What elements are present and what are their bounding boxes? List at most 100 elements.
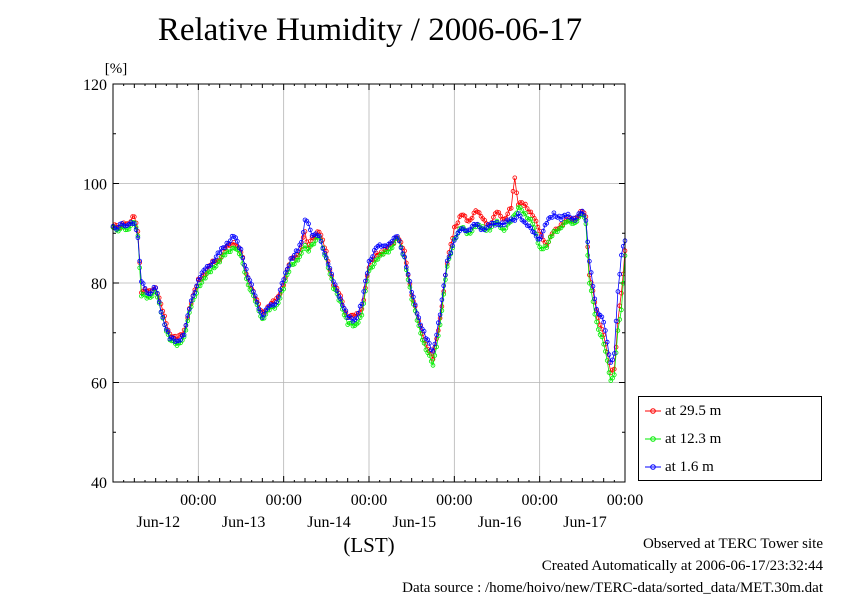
chart-title: Relative Humidity / 2006-06-17 <box>157 12 583 48</box>
data-point <box>228 238 233 244</box>
data-point <box>355 310 361 316</box>
data-point <box>398 245 404 251</box>
data-point <box>242 262 247 268</box>
y-tick-label: 40 <box>91 475 107 492</box>
x-tick-day-label: Jun-12 <box>137 514 181 531</box>
data-point <box>601 341 606 347</box>
data-point <box>299 251 304 256</box>
data-point <box>132 214 137 220</box>
data-point <box>549 233 555 239</box>
data-point <box>435 328 441 333</box>
data-point <box>528 225 534 231</box>
data-point <box>299 239 304 245</box>
data-point <box>283 270 288 276</box>
data-point <box>412 302 418 308</box>
data-point <box>187 306 192 312</box>
data-point <box>379 251 384 257</box>
data-point <box>579 208 585 214</box>
plot-frame <box>112 83 626 483</box>
data-point <box>288 256 294 261</box>
data-point <box>247 278 253 283</box>
data-point <box>275 295 281 300</box>
data-point <box>149 288 155 294</box>
data-point <box>389 245 395 251</box>
data-point <box>617 271 622 277</box>
data-point <box>359 312 365 318</box>
data-point <box>295 257 301 263</box>
data-point <box>213 263 219 269</box>
data-point <box>599 334 605 340</box>
data-point <box>160 314 166 320</box>
data-point <box>523 201 528 207</box>
data-point <box>547 215 553 220</box>
data-point <box>565 218 571 224</box>
x-tick-time-label: 00:00 <box>436 492 472 509</box>
data-point <box>439 297 445 303</box>
data-point <box>334 288 340 294</box>
data-point <box>306 249 311 254</box>
data-point <box>418 322 423 328</box>
data-point <box>347 320 352 326</box>
data-point <box>277 287 283 293</box>
legend-label: at 1.6 m <box>665 458 714 475</box>
data-point <box>606 352 612 357</box>
data-point <box>416 315 422 321</box>
x-tick-time-label: 00:00 <box>521 492 557 509</box>
data-point <box>615 328 621 333</box>
data-point <box>181 332 187 338</box>
data-point <box>583 218 589 223</box>
legend: at 29.5 m at 12.3 m at 1.6 m <box>638 396 822 481</box>
data-point <box>343 308 349 314</box>
data-point <box>508 206 514 211</box>
data-point <box>371 261 377 267</box>
data-point <box>432 341 438 347</box>
data-point <box>240 255 246 261</box>
data-point <box>325 261 331 267</box>
data-point <box>601 319 606 325</box>
data-point <box>329 271 335 277</box>
data-point <box>322 250 327 256</box>
data-point <box>409 289 415 295</box>
data-point <box>254 299 260 305</box>
data-point <box>307 238 313 244</box>
data-point <box>142 285 148 291</box>
data-point <box>286 263 292 269</box>
data-point <box>402 254 407 260</box>
data-point <box>435 320 441 326</box>
data-point <box>178 337 183 343</box>
data-point <box>448 250 454 256</box>
legend-item-12-3m: at 12.3 m <box>645 429 721 449</box>
data-point <box>217 250 223 255</box>
data-point <box>302 243 308 248</box>
data-point <box>539 246 544 252</box>
data-point <box>533 218 539 224</box>
data-point <box>476 210 482 215</box>
data-point <box>444 258 450 264</box>
data-point <box>332 282 338 288</box>
data-point <box>146 291 151 297</box>
x-axis-label: (LST) <box>343 533 394 557</box>
data-point <box>364 271 370 276</box>
data-point <box>519 208 525 213</box>
y-tick-label: 100 <box>83 177 107 194</box>
data-point <box>489 220 495 226</box>
data-point <box>587 280 592 286</box>
data-point <box>594 306 599 312</box>
data-point <box>553 229 558 234</box>
data-point <box>455 220 461 226</box>
data-point <box>546 239 551 245</box>
data-point <box>437 312 443 318</box>
y-tick-label: 120 <box>83 77 107 94</box>
data-point <box>407 279 413 284</box>
data-point <box>603 349 608 354</box>
legend-marker-green <box>645 436 661 442</box>
data-point <box>439 308 445 313</box>
data-point <box>320 246 326 251</box>
data-point <box>544 220 550 226</box>
data-point <box>517 213 523 219</box>
data-point <box>199 280 205 285</box>
data-point <box>354 315 359 321</box>
data-point <box>430 348 436 354</box>
data-point <box>203 275 208 281</box>
data-point <box>523 211 528 216</box>
